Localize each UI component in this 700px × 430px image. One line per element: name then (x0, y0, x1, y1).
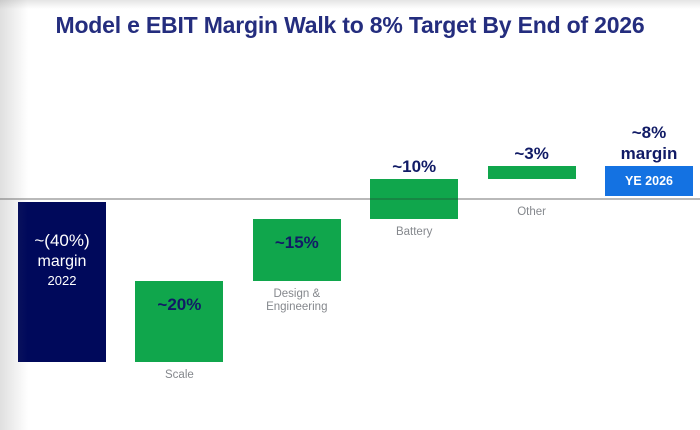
chart-title: Model e EBIT Margin Walk to 8% Target By… (55, 12, 645, 38)
value-label-line: ~(40%) (34, 231, 90, 250)
value-label-2022: ~(40%) margin 2022 (18, 230, 106, 290)
zero-baseline (0, 198, 700, 200)
bar-2022 (18, 202, 106, 363)
value-label-scale: ~20% (157, 294, 202, 314)
value-label-battery: ~10% (358, 156, 470, 177)
category-label-line: Battery (395, 226, 433, 239)
category-label-other: Other (473, 206, 591, 219)
value-label-design-engineering: ~15% (274, 233, 319, 253)
category-label-line: Other (517, 206, 546, 218)
value-label-other: ~3% (476, 143, 588, 164)
value-label-line: ~8% (631, 123, 667, 143)
value-label-line: 2022 (47, 273, 77, 288)
value-label-line: margin (620, 144, 678, 164)
bar-ye-2026 (605, 166, 693, 196)
bar-inside-label-ye-2026: YE 2026 (625, 174, 673, 189)
bar-battery (370, 178, 459, 220)
bar-scale (135, 280, 224, 363)
bar-other (487, 166, 576, 179)
category-label-design-engineering: Design & Engineering (238, 288, 356, 314)
value-label-line: margin (37, 253, 87, 270)
value-label-line: ~10% (392, 156, 437, 176)
category-label-line: Engineering (266, 300, 328, 313)
value-label-line: ~3% (514, 144, 549, 164)
category-label-line: Design & (273, 287, 321, 300)
value-label-ye-2026: ~8% margin (593, 122, 700, 164)
category-label-line: Scale (165, 369, 194, 382)
zero-baseline-over-battery (370, 198, 459, 200)
category-label-battery: Battery (355, 226, 473, 239)
category-label-scale: Scale (120, 369, 238, 382)
bar-design-engineering (252, 219, 341, 281)
